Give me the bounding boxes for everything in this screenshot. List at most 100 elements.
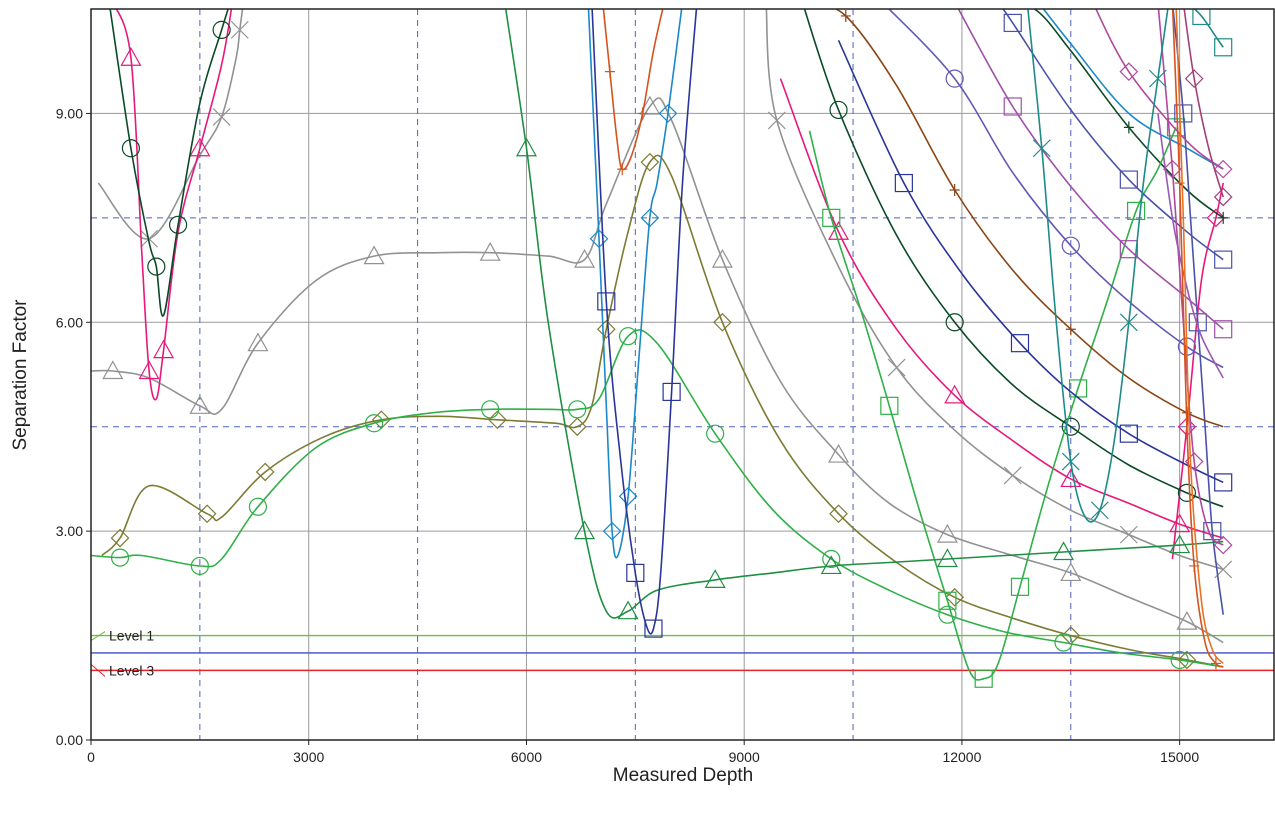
- data-point-circle: [121, 139, 141, 158]
- data-point-plus: [1218, 211, 1229, 224]
- data-point-plus: [604, 65, 615, 78]
- data-point-diamond: [618, 486, 638, 506]
- data-point-circle: [618, 327, 638, 346]
- series-line: [1002, 9, 1224, 261]
- data-point-circle: [110, 548, 130, 567]
- x-tick-label: 0: [87, 749, 95, 765]
- data-point-square: [880, 396, 899, 415]
- series-31: [1192, 9, 1233, 57]
- plot-frame: [90, 8, 1275, 741]
- data-point-plus: [637, 107, 648, 120]
- data-point-square: [1174, 104, 1193, 123]
- data-point-diamond: [197, 504, 217, 524]
- data-point-square: [644, 619, 663, 638]
- data-point-circle: [212, 20, 231, 39]
- x-tick-label: 12000: [942, 749, 981, 765]
- data-point-diamond: [488, 410, 507, 430]
- axis-ticks: 0 3000 6000 9000 12000 15000 0.00 3.00 6.00 9.00: [56, 105, 1200, 765]
- data-point-diamond: [1163, 159, 1182, 179]
- data-point-square: [1214, 473, 1233, 492]
- data-point-square: [1119, 170, 1138, 189]
- data-point-square: [597, 292, 616, 311]
- series-17: [837, 39, 1233, 492]
- series-line: [91, 329, 1224, 668]
- data-point-triangle: [820, 555, 842, 575]
- data-point-triangle: [711, 248, 733, 268]
- series-29: [1175, 9, 1224, 664]
- data-point-diamond: [640, 152, 660, 172]
- series-13: [504, 9, 1224, 620]
- y-tick-label: 3.00: [56, 523, 83, 539]
- data-point-square: [974, 669, 993, 688]
- data-point-triangle: [479, 241, 501, 261]
- data-point-square: [1214, 250, 1233, 269]
- series-line: [1183, 9, 1224, 198]
- series-line: [1032, 9, 1224, 219]
- data-point-triangle: [102, 360, 124, 380]
- series-11: [91, 327, 1224, 670]
- data-point-square: [1003, 13, 1022, 33]
- data-point-square: [1127, 201, 1146, 220]
- data-point-circle: [938, 605, 957, 624]
- data-point-x: [1119, 525, 1138, 544]
- data-point-triangle: [247, 332, 269, 352]
- data-point-triangle: [153, 339, 175, 359]
- data-point-diamond: [255, 462, 275, 482]
- series-30: [1027, 9, 1169, 523]
- series-3: [765, 9, 1233, 579]
- data-point-x: [1148, 69, 1167, 88]
- data-point-triangle: [1060, 562, 1082, 582]
- data-point-diamond: [1119, 62, 1139, 82]
- data-point-x: [212, 107, 231, 126]
- data-point-triangle: [189, 395, 211, 414]
- series-line: [504, 9, 1224, 619]
- series-7: [109, 9, 231, 317]
- data-point-triangle: [138, 360, 160, 380]
- data-point-triangle: [936, 548, 958, 568]
- data-point-x: [1003, 466, 1022, 485]
- data-point-triangle: [363, 245, 385, 265]
- data-point-triangle: [828, 443, 850, 463]
- data-point-triangle: [1060, 468, 1082, 488]
- data-point-diamond: [1213, 159, 1233, 179]
- series-28: [1171, 9, 1224, 670]
- data-point-circle: [1061, 417, 1080, 436]
- data-point-circle: [568, 400, 587, 419]
- data-point-triangle: [573, 248, 596, 268]
- series-line: [101, 154, 1224, 668]
- data-point-diamond: [1213, 535, 1233, 555]
- data-point-square: [1010, 334, 1030, 353]
- series-line: [803, 9, 1224, 508]
- y-axis-title: Separation Factor: [10, 299, 31, 451]
- data-point-triangle: [704, 569, 726, 588]
- data-point-diamond: [110, 528, 130, 548]
- series-27: [602, 9, 664, 176]
- level-marker: [90, 664, 106, 677]
- series-line: [1193, 9, 1224, 48]
- data-point-diamond: [1184, 69, 1204, 88]
- series-line: [109, 9, 229, 317]
- data-point-x: [767, 111, 786, 130]
- data-point-square: [1010, 577, 1030, 596]
- series-line: [887, 9, 1224, 369]
- data-point-diamond: [713, 312, 732, 332]
- x-tick-label: 15000: [1160, 749, 1199, 765]
- data-point-triangle: [936, 523, 958, 543]
- data-point-x: [1119, 313, 1138, 332]
- data-point-circle: [1054, 633, 1073, 652]
- data-point-diamond: [567, 417, 587, 437]
- data-point-diamond: [1213, 187, 1233, 207]
- data-point-square: [894, 173, 913, 193]
- data-point-circle: [1170, 650, 1189, 670]
- data-point-diamond: [658, 104, 678, 123]
- series-9: [1032, 9, 1229, 224]
- series-20: [957, 9, 1233, 339]
- series-8: [803, 9, 1224, 508]
- series-1: [91, 95, 1224, 644]
- data-point-square: [1003, 97, 1022, 116]
- data-point-circle: [822, 549, 841, 569]
- x-tick-label: 6000: [511, 749, 542, 765]
- series-line: [779, 78, 1224, 539]
- series-line: [957, 9, 1224, 330]
- data-point-triangle: [515, 137, 537, 157]
